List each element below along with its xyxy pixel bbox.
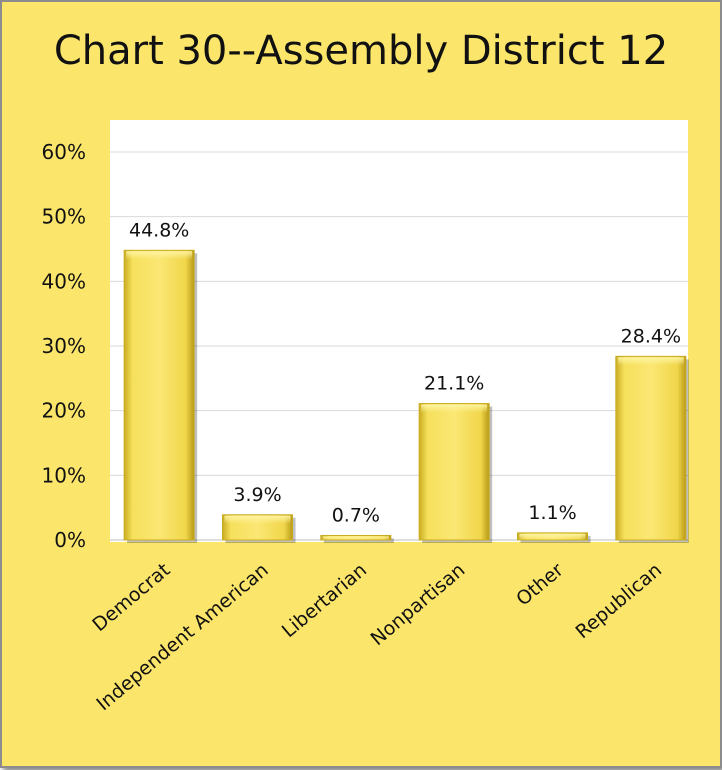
bar	[615, 355, 689, 543]
data-label: 3.9%	[233, 484, 281, 506]
bar-highlight	[126, 251, 193, 260]
category-label: Libertarian	[278, 559, 371, 642]
bar-body	[418, 403, 490, 541]
y-tick-label: 0%	[54, 528, 86, 552]
y-tick-label: 40%	[42, 269, 86, 293]
bar-highlight	[617, 357, 684, 366]
bar-highlight	[224, 515, 291, 524]
y-tick-label: 20%	[42, 399, 86, 423]
chart-title: Chart 30--Assembly District 12	[53, 28, 669, 74]
category-label: Independent American	[92, 559, 272, 715]
category-label: Republican	[572, 559, 666, 643]
y-tick-label: 60%	[42, 140, 86, 164]
category-label: Democrat	[88, 559, 174, 636]
bar	[418, 403, 493, 543]
y-axis-ticks: 0% 10% 20% 30% 40% 50% 60%	[42, 140, 86, 552]
category-label: Other	[512, 559, 568, 611]
bar	[123, 249, 198, 543]
data-labels: 44.8% 3.9% 0.7% 21.1% 1.1% 28.4%	[129, 219, 681, 526]
bar	[517, 532, 591, 543]
y-tick-label: 10%	[42, 463, 86, 487]
data-label: 28.4%	[621, 325, 681, 347]
bar	[320, 534, 394, 543]
bar-highlight	[322, 536, 389, 540]
bar-body	[615, 355, 687, 541]
data-label: 44.8%	[129, 219, 189, 241]
data-label: 21.1%	[424, 373, 484, 395]
bar-shadow	[323, 538, 394, 543]
bar	[222, 514, 296, 543]
y-tick-label: 30%	[42, 334, 86, 358]
bar-highlight	[519, 533, 586, 540]
y-tick-label: 50%	[42, 205, 86, 229]
category-label: Nonpartisan	[367, 559, 470, 650]
data-label: 1.1%	[528, 502, 576, 524]
bars	[123, 249, 689, 543]
gridlines	[110, 151, 688, 541]
bar-highlight	[421, 404, 488, 413]
plot-area	[110, 120, 688, 542]
data-label: 0.7%	[332, 504, 380, 526]
bar-body	[123, 249, 195, 541]
